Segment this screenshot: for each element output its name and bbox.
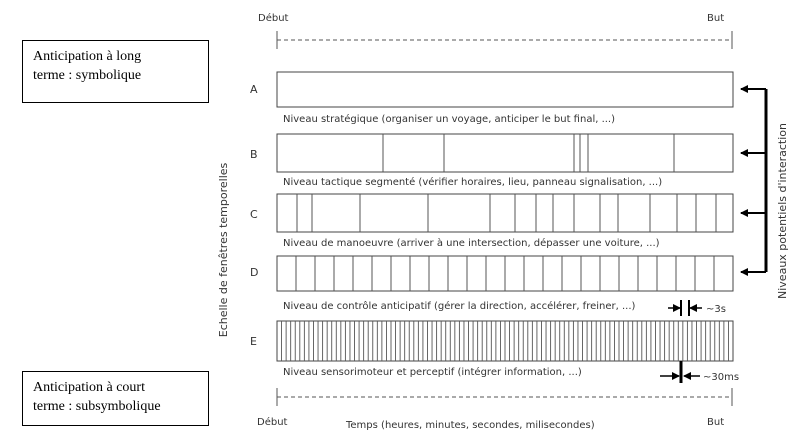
level-caption-e: Niveau sensorimoteur et perceptif (intég… <box>283 366 582 378</box>
level-letter-d: D <box>250 266 258 279</box>
long-term-line1: Anticipation à long <box>33 49 142 64</box>
short-term-line1: Anticipation à court <box>33 380 145 395</box>
level-caption-a: Niveau stratégique (organiser un voyage,… <box>283 113 615 125</box>
level-letter-c: C <box>250 208 258 221</box>
short-term-line2: terme : subsymbolique <box>33 399 161 414</box>
level-bar-d <box>276 255 734 292</box>
level-caption-b: Niveau tactique segmenté (vérifier horai… <box>283 176 662 188</box>
short-term-anticipation-box: Anticipation à court terme : subsymboliq… <box>22 371 209 426</box>
vertical-axis-label: Echelle de fenêtres temporelles <box>217 162 230 337</box>
level-letter-b: B <box>250 148 258 161</box>
level-bar-e <box>276 320 734 362</box>
level-caption-c: Niveau de manoeuvre (arriver à une inter… <box>283 237 660 249</box>
level-letter-a: A <box>250 83 258 96</box>
long-term-anticipation-box: Anticipation à long terme : symbolique <box>22 40 209 103</box>
timescale-e-label: ~30ms <box>703 372 739 383</box>
top-axis-end-label: But <box>707 13 724 24</box>
level-bar-a <box>276 71 734 108</box>
timescale-d-indicator <box>668 300 702 316</box>
level-letter-e: E <box>250 335 257 348</box>
interaction-label: Niveaux potentiels d'interaction <box>776 123 789 299</box>
timescale-e-indicator <box>660 361 700 383</box>
bottom-axis-caption: Temps (heures, minutes, secondes, milise… <box>345 420 595 431</box>
timescale-d-label: ~3s <box>706 304 726 315</box>
level-bar-b <box>276 133 734 173</box>
bottom-axis-start-label: Début <box>257 416 288 428</box>
level-bar-c <box>276 193 734 233</box>
top-axis-start-label: Début <box>258 12 289 24</box>
level-caption-d: Niveau de contrôle anticipatif (gérer la… <box>283 300 636 312</box>
interaction-bracket <box>740 85 768 276</box>
bottom-axis-end-label: But <box>707 417 724 428</box>
long-term-line2: terme : symbolique <box>33 68 142 83</box>
